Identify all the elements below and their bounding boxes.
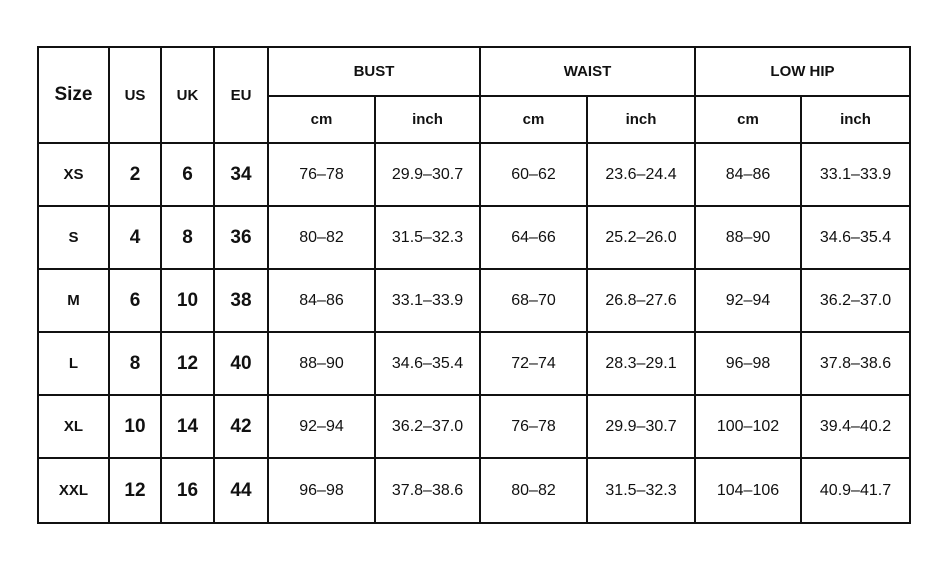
eu-cell: 34 <box>213 142 269 207</box>
measurement-cell: 37.8–38.6 <box>800 331 911 396</box>
measurement-cell: 26.8–27.6 <box>586 268 696 333</box>
table-row: XXL 12 16 44 96–98 37.8–38.6 80–82 31.5–32.3 104… <box>37 457 911 524</box>
measurement-cell: 33.1–33.9 <box>374 268 481 333</box>
us-cell: 4 <box>108 205 162 270</box>
measurement-cell: 36.2–37.0 <box>374 394 481 459</box>
header-bust: BUST <box>267 46 481 97</box>
measurement-cell: 88–90 <box>694 205 802 270</box>
measurement-cell: 29.9–30.7 <box>586 394 696 459</box>
uk-cell: 8 <box>160 205 215 270</box>
header-unit: inch <box>800 95 911 144</box>
unit-row: cm inch cm inch cm inch <box>38 95 911 144</box>
header-unit: cm <box>479 95 588 144</box>
measurement-cell: 31.5–32.3 <box>586 457 696 524</box>
measurement-cell: 68–70 <box>479 268 588 333</box>
measurement-cell: 64–66 <box>479 205 588 270</box>
eu-cell: 38 <box>213 268 269 333</box>
size-cell: L <box>37 331 110 396</box>
measurement-cell: 96–98 <box>694 331 802 396</box>
measurement-cell: 100–102 <box>694 394 802 459</box>
header-row: Size US UK EU BUST WAIST LOW HIP <box>37 46 911 144</box>
measurement-cell: 29.9–30.7 <box>374 142 481 207</box>
header-unit: inch <box>586 95 696 144</box>
us-cell: 10 <box>108 394 162 459</box>
us-cell: 6 <box>108 268 162 333</box>
header-low-hip: LOW HIP <box>694 46 911 97</box>
measurement-cell: 84–86 <box>694 142 802 207</box>
header-waist: WAIST <box>479 46 696 97</box>
measurement-cell: 96–98 <box>267 457 376 524</box>
table-row: XL 10 14 42 92–94 36.2–37.0 76–78 29.9–30.7 100–… <box>37 394 911 459</box>
size-cell: M <box>37 268 110 333</box>
header-eu: EU <box>213 46 269 144</box>
size-chart-table: Size US UK EU BUST WAIST LOW HIP cm inch c… <box>37 46 911 524</box>
measurement-cell: 84–86 <box>267 268 376 333</box>
measurement-cell: 37.8–38.6 <box>374 457 481 524</box>
measurement-cell: 76–78 <box>479 394 588 459</box>
header-size: Size <box>37 46 110 144</box>
size-cell: XXL <box>37 457 110 524</box>
measurement-cell: 31.5–32.3 <box>374 205 481 270</box>
measurement-cell: 33.1–33.9 <box>800 142 911 207</box>
size-cell: S <box>37 205 110 270</box>
measurement-cell: 28.3–29.1 <box>586 331 696 396</box>
eu-cell: 40 <box>213 331 269 396</box>
measurement-cell: 92–94 <box>267 394 376 459</box>
uk-cell: 16 <box>160 457 215 524</box>
size-cell: XL <box>37 394 110 459</box>
size-cell: XS <box>37 142 110 207</box>
table-row: XS 2 6 34 76–78 29.9–30.7 60–62 23.6–24.4 84–86 3… <box>37 142 911 207</box>
measurement-cell: 92–94 <box>694 268 802 333</box>
table-body: XS 2 6 34 76–78 29.9–30.7 60–62 23.6–24.4 84–86 3… <box>37 142 911 524</box>
measurement-cell: 60–62 <box>479 142 588 207</box>
us-cell: 12 <box>108 457 162 524</box>
measurement-cell: 34.6–35.4 <box>374 331 481 396</box>
measurement-cell: 36.2–37.0 <box>800 268 911 333</box>
measurement-cell: 72–74 <box>479 331 588 396</box>
measurement-cell: 39.4–40.2 <box>800 394 911 459</box>
uk-cell: 12 <box>160 331 215 396</box>
measurement-cell: 104–106 <box>694 457 802 524</box>
table-row: M 6 10 38 84–86 33.1–33.9 68–70 26.8–27.6 92–94 3… <box>37 268 911 333</box>
measurement-cell: 25.2–26.0 <box>586 205 696 270</box>
header-unit: cm <box>694 95 802 144</box>
measurement-cell: 88–90 <box>267 331 376 396</box>
measurement-cell: 40.9–41.7 <box>800 457 911 524</box>
eu-cell: 36 <box>213 205 269 270</box>
measurement-cell: 76–78 <box>267 142 376 207</box>
header-unit: cm <box>267 95 376 144</box>
uk-cell: 6 <box>160 142 215 207</box>
us-cell: 8 <box>108 331 162 396</box>
measurement-cell: 80–82 <box>267 205 376 270</box>
table-row: L 8 12 40 88–90 34.6–35.4 72–74 28.3–29.1 96–98 3… <box>37 331 911 396</box>
header-unit: inch <box>374 95 481 144</box>
eu-cell: 44 <box>213 457 269 524</box>
measurement-cell: 34.6–35.4 <box>800 205 911 270</box>
measurement-cell: 80–82 <box>479 457 588 524</box>
uk-cell: 10 <box>160 268 215 333</box>
measurement-cell: 23.6–24.4 <box>586 142 696 207</box>
table-row: S 4 8 36 80–82 31.5–32.3 64–66 25.2–26.0 88–90 34… <box>37 205 911 270</box>
header-uk: UK <box>160 46 215 144</box>
eu-cell: 42 <box>213 394 269 459</box>
us-cell: 2 <box>108 142 162 207</box>
uk-cell: 14 <box>160 394 215 459</box>
header-us: US <box>108 46 162 144</box>
